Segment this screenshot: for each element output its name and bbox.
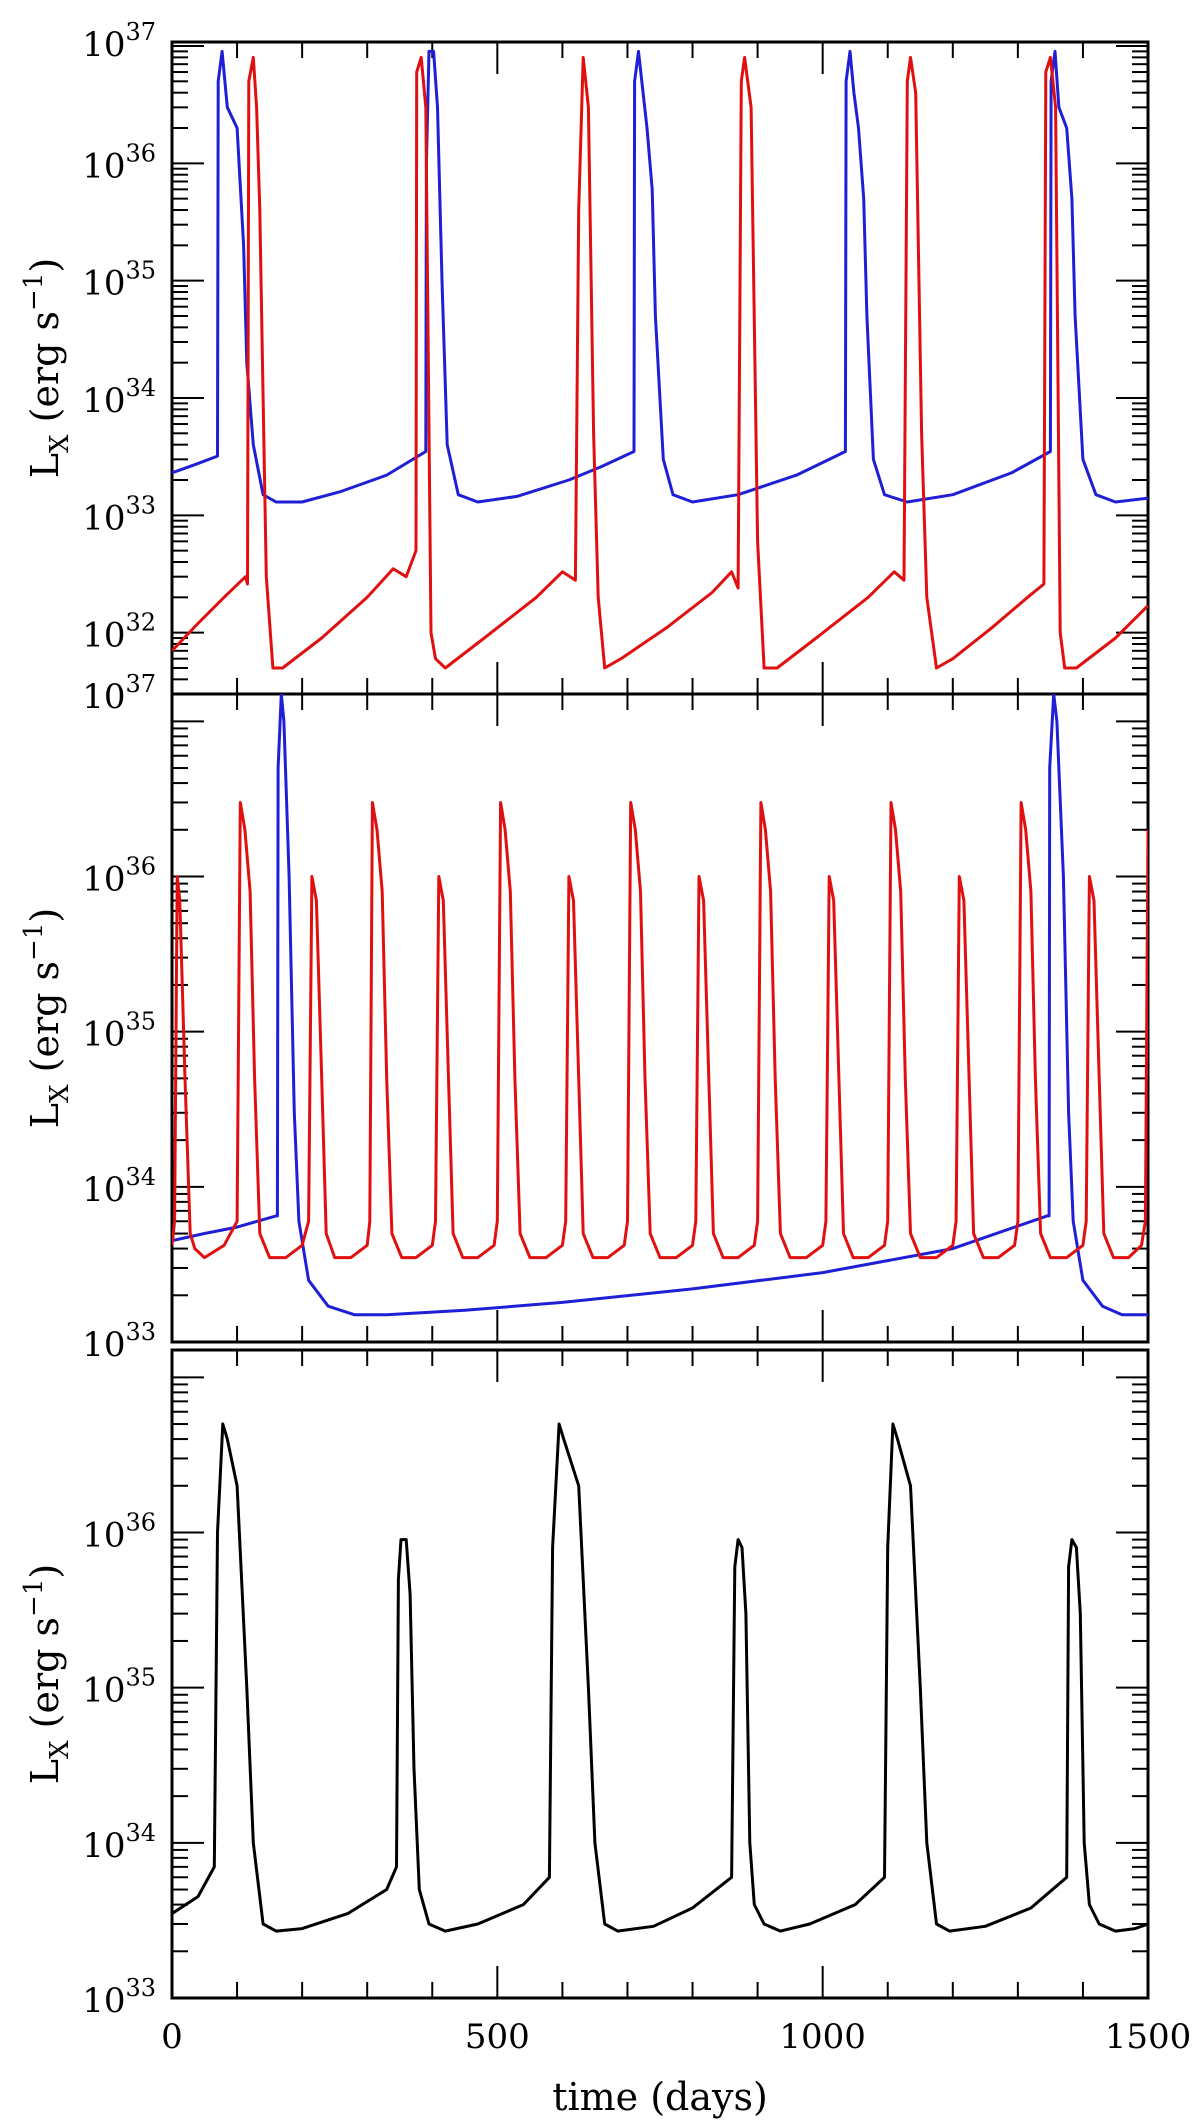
x-ticks (171, 42, 1149, 694)
y-tick-label: 1036 (82, 139, 156, 186)
y-tick-label: 1033 (82, 491, 156, 538)
y-axis-title: LX (erg s−1) (19, 258, 75, 478)
panel-bottom: 1033 1034 1035 1036 0 500 1000 1500 LX (erg s−1) (19, 1348, 1192, 2057)
y-ticks (172, 720, 1148, 1343)
y-tick-label: 1037 (82, 18, 156, 65)
y-tick-label: 1034 (82, 374, 156, 421)
x-axis-title: time (days) (552, 2075, 768, 2119)
x-ticks (171, 1350, 1149, 1998)
axes-frame (170, 1348, 1150, 2000)
y-tick-label: 1035 (82, 1664, 156, 1711)
y-tick-label: 1032 (82, 609, 156, 656)
y-tick-label: 1036 (82, 852, 156, 899)
y-axis-title: LX (erg s−1) (19, 1564, 75, 1784)
y-tick-label: 1035 (82, 1008, 156, 1055)
y-tick-label: 1034 (82, 1163, 156, 1210)
y-ticks (172, 1376, 1148, 1999)
y-ticks (172, 45, 1148, 695)
y-axis-title: LX (erg s−1) (19, 908, 75, 1128)
y-tick-label: 1033 (82, 1974, 156, 2021)
series-line-top-0 (172, 49, 1148, 504)
series-line-middle-1 (172, 801, 1148, 1260)
y-tick-label: 1034 (82, 1819, 156, 1866)
y-tick-label: 1035 (82, 257, 156, 304)
y-tick-label: 1033 (82, 1318, 156, 1365)
panel-top: 1032 1033 1034 1035 1036 1037 1037 LX (erg s−1) (19, 18, 1150, 717)
x-tick-label: 1000 (779, 2017, 866, 2057)
y-tick-label: 1036 (82, 1508, 156, 1555)
x-tick-label: 0 (161, 2017, 183, 2057)
series-line-bottom-0 (172, 1422, 1148, 1933)
series-line-middle-0 (172, 694, 1148, 1317)
axes-frame (170, 40, 1150, 696)
x-tick-label: 500 (465, 2017, 530, 2057)
series-line-top-1 (172, 55, 1148, 670)
x-tick-label: 1500 (1105, 2017, 1192, 2057)
x-ticks (171, 694, 1149, 1342)
y-tick-label: 1037 (82, 670, 156, 717)
